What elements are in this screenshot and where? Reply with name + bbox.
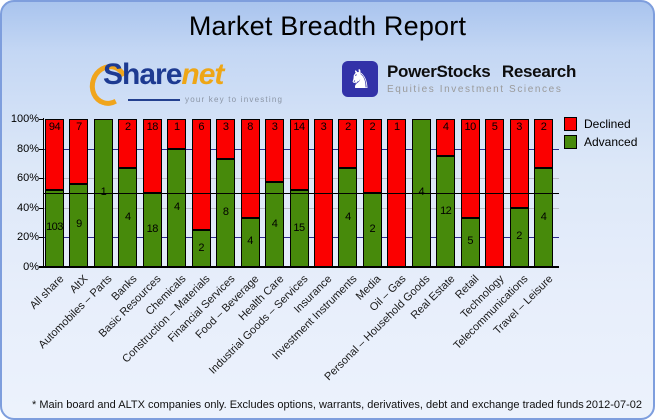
chart-legend: Declined Advanced	[564, 115, 637, 151]
bar-segment-declined	[534, 119, 553, 169]
tagline-rule	[128, 98, 180, 101]
bar-value-advanced: 18	[146, 223, 159, 235]
bar-value-declined: 2	[125, 121, 131, 133]
bar-value-advanced: 4	[345, 210, 351, 223]
bar-segment-declined	[191, 119, 211, 230]
bar-value-advanced: 4	[540, 210, 547, 223]
powerstocks-logo: ♞ PowerStocks Research Equities Investme…	[342, 60, 576, 102]
bar-value-advanced: 15	[293, 221, 305, 234]
bar-value-advanced: 5	[467, 235, 473, 248]
bar-segment-declined	[509, 119, 529, 208]
bar-value-advanced: 4	[173, 200, 180, 213]
bar-value-advanced: 9	[76, 218, 82, 231]
y-axis-tick	[39, 148, 43, 150]
bar-value-declined: 3	[222, 121, 229, 133]
bar-value-declined: 18	[146, 121, 159, 133]
page-title: Market Breadth Report	[188, 11, 467, 41]
sharenet-tagline-row: your key to investing	[128, 95, 283, 104]
bar-value-advanced: 12	[440, 204, 452, 217]
y-axis-label: 0%	[23, 261, 39, 273]
powerstocks-text: PowerStocks Research Equities Investment…	[387, 62, 576, 95]
y-axis-label: 40%	[16, 201, 39, 214]
bar-value-advanced: 8	[222, 206, 229, 219]
bar-value-declined: 94	[48, 121, 61, 133]
bar-value-declined: 2	[345, 121, 351, 133]
bar-segment-declined	[216, 119, 236, 160]
bar-value-declined: 3	[271, 121, 278, 133]
bar-value-declined: 8	[247, 121, 253, 133]
bar-value-declined: 6	[198, 121, 204, 133]
y-axis-label: 60%	[16, 172, 39, 185]
bar-segment-declined	[69, 119, 89, 184]
y-axis-line	[43, 118, 44, 268]
bar-segment-declined	[240, 119, 260, 218]
y-axis-tick	[39, 178, 43, 180]
bar-segment-declined	[118, 119, 138, 169]
bar-value-declined: 3	[320, 121, 327, 133]
bar-value-advanced: 2	[198, 241, 204, 254]
footer-note: * Main board and ALTX companies only. Ex…	[32, 399, 584, 411]
bar-segment-declined	[167, 119, 187, 149]
bar-segment-declined	[436, 119, 456, 156]
knight-icon: ♞	[342, 61, 378, 97]
bar-value-declined: 4	[442, 121, 449, 133]
bar-value-declined: 2	[540, 121, 547, 133]
sharenet-word-share: Share	[103, 58, 182, 91]
bar-value-advanced: 4	[418, 186, 425, 198]
legend-item-declined: Declined	[564, 115, 637, 133]
legend-label-advanced: Advanced	[584, 135, 638, 149]
bar-value-advanced: 4	[271, 217, 278, 230]
bar-value-declined: 7	[76, 121, 82, 133]
fifty-percent-line	[43, 193, 559, 194]
bar-value-declined: 1	[173, 121, 180, 133]
y-axis-tick	[39, 119, 43, 120]
y-axis-tick	[39, 207, 43, 209]
bar-segment-declined	[362, 119, 382, 193]
sharenet-tagline: your key to investing	[185, 95, 284, 104]
bar-segment-declined	[265, 119, 285, 183]
legend-item-advanced: Advanced	[564, 133, 637, 151]
bar-value-declined: 3	[516, 121, 522, 133]
bar-value-advanced: 103	[46, 221, 63, 234]
bar-value-declined: 1	[393, 121, 400, 133]
bar-value-declined: 2	[369, 121, 376, 133]
bar-segment-declined	[338, 119, 358, 169]
bar-segment-declined	[142, 119, 162, 193]
declined-swatch-icon	[564, 117, 577, 131]
bar-value-advanced: 4	[247, 235, 253, 248]
x-axis-line	[39, 266, 559, 268]
bar-value-advanced: 2	[516, 230, 522, 243]
sharenet-logo: Sharenet your key to investing	[84, 58, 282, 111]
bar-value-declined: 5	[491, 121, 498, 133]
bar-value-declined: 14	[293, 121, 305, 133]
bar-value-advanced: 2	[369, 223, 376, 235]
bar-value-advanced: 4	[125, 210, 131, 223]
y-axis-label: 20%	[16, 231, 39, 244]
y-axis-label: 100%	[10, 113, 39, 125]
sharenet-word-net: net	[181, 58, 224, 91]
advanced-swatch-icon	[564, 135, 577, 149]
bar-segment-declined	[289, 119, 309, 191]
y-axis-tick	[39, 237, 43, 239]
powerstocks-title: PowerStocks Research	[387, 62, 577, 81]
bar-value-advanced: 1	[100, 186, 107, 198]
powerstocks-subtitle: Equities Investment Sciences	[387, 84, 563, 95]
report-date: 2012-07-02	[585, 399, 642, 411]
y-axis-label: 80%	[16, 142, 39, 155]
legend-label-declined: Declined	[584, 117, 631, 131]
bar-segment-declined	[45, 119, 64, 190]
sharenet-wordmark: Sharenet	[103, 58, 224, 92]
bar-segment-declined	[460, 119, 480, 218]
bar-value-declined: 10	[464, 121, 477, 133]
